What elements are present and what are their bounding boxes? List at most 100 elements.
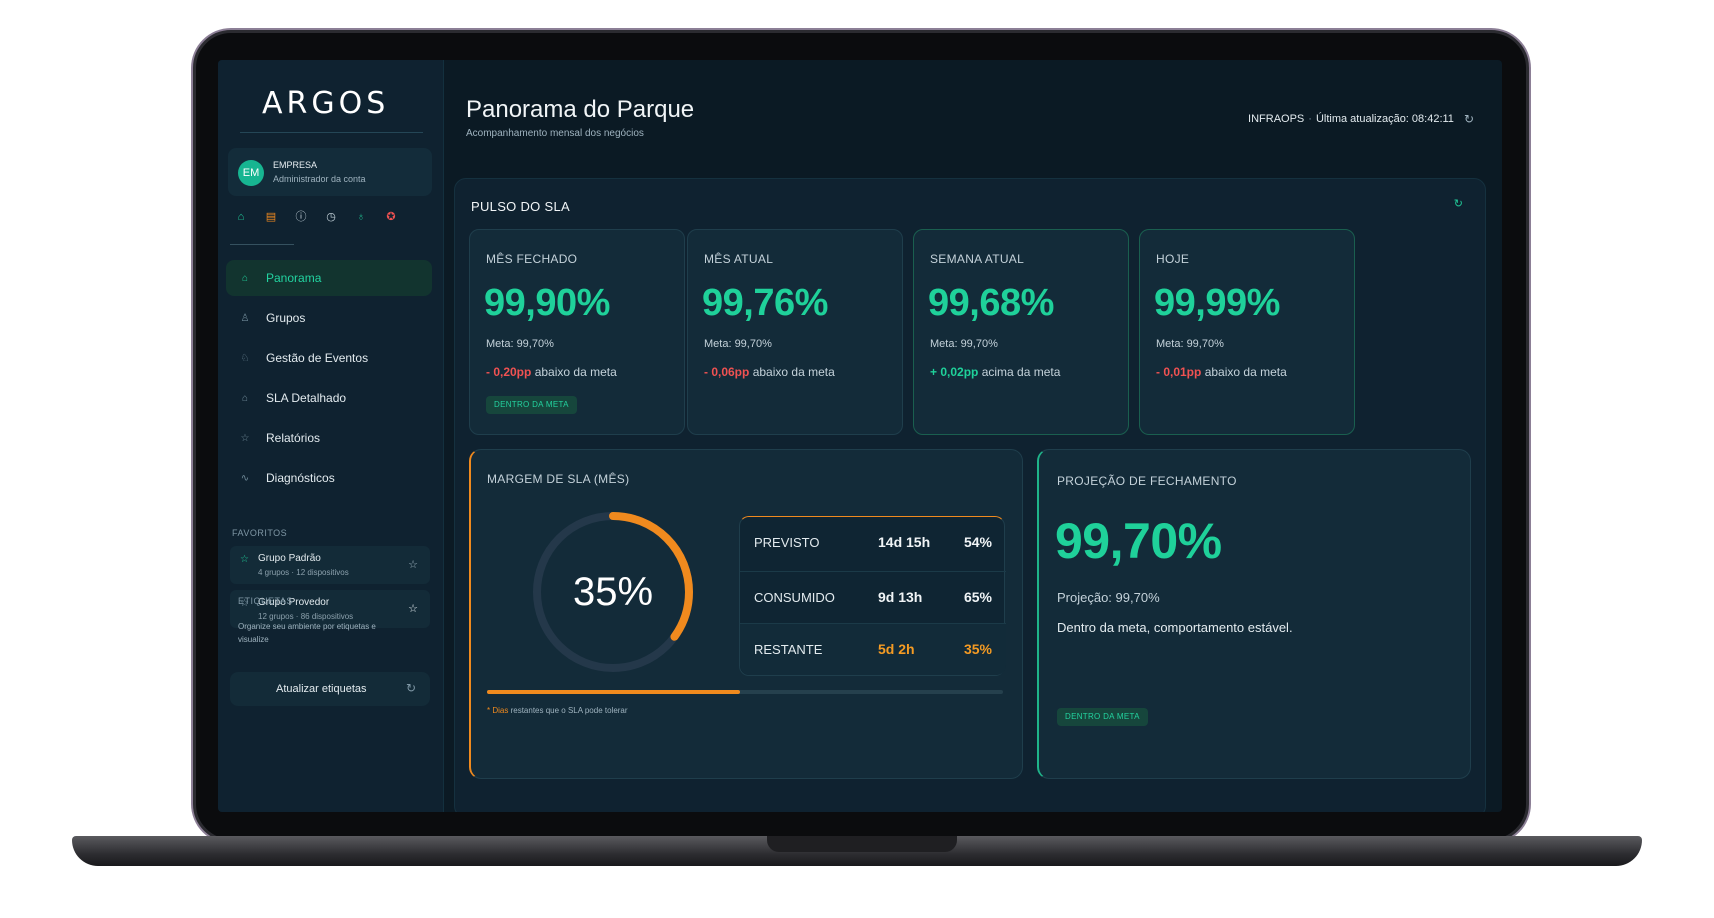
- row-key: RESTANTE: [754, 642, 823, 657]
- margin-progress-bar: [487, 690, 1003, 694]
- reports-icon: ☆: [240, 432, 250, 444]
- favorite-name: Grupo Provedor: [258, 597, 330, 608]
- kpi-diff-text: abaixo da meta: [534, 365, 617, 379]
- sidebar-item-label: Gestão de Eventos: [266, 351, 369, 365]
- donut-value: 35%: [572, 569, 654, 614]
- margin-row-consumido: CONSUMIDO 9d 13h 65%: [740, 571, 1006, 623]
- margin-breakdown: PREVISTO 14d 15h 54% CONSUMIDO 9d 13h 65…: [739, 516, 1006, 676]
- projection-value: 99,70%: [1055, 513, 1222, 569]
- sidebar-item-panorama[interactable]: ⌂ Panorama: [226, 260, 432, 296]
- kpi-diff: - 0,06pp abaixo da meta: [704, 365, 835, 379]
- bulb-icon[interactable]: ♁: [356, 211, 366, 223]
- sidebar-item-diagnosticos[interactable]: ∿ Diagnósticos: [226, 460, 432, 496]
- diagnostics-icon: ∿: [240, 472, 250, 484]
- kpi-value: 99,76%: [702, 282, 828, 324]
- sidebar-nav: ⌂ Panorama ♙ Grupos ♘ Gestão de Eventos …: [226, 260, 432, 500]
- team-label: INFRAOPS: [1248, 113, 1305, 125]
- page-title: Panorama do Parque: [466, 96, 695, 123]
- favorites-title: FAVORITOS: [232, 528, 288, 538]
- last-update: Última atualização: 08:42:11: [1315, 113, 1454, 125]
- footnote-mark: * Dias: [487, 706, 509, 715]
- progress-fill: [487, 690, 740, 694]
- footnote-text: restantes que o SLA pode tolerar: [510, 706, 628, 715]
- refresh-icon: ↻: [405, 681, 416, 695]
- kpi-diff-value: + 0,02pp: [930, 365, 979, 379]
- sidebar: ARGOS EM EMPRESA Administrador da conta …: [218, 60, 444, 812]
- kpi-diff: - 0,01pp abaixo da meta: [1156, 365, 1287, 379]
- star-toggle-icon[interactable]: ☆: [408, 603, 418, 615]
- status-badge: DENTRO DA META: [1057, 708, 1148, 726]
- account-card[interactable]: EM EMPRESA Administrador da conta: [228, 148, 432, 196]
- margin-row-previsto: PREVISTO 14d 15h 54%: [740, 517, 1006, 569]
- quick-divider: [230, 244, 294, 245]
- sidebar-item-label: Diagnósticos: [266, 471, 335, 485]
- home-icon: ⌂: [241, 272, 249, 284]
- donut-arc: [533, 512, 693, 672]
- star-icon: ☆: [240, 554, 249, 565]
- clock-icon[interactable]: ◷: [326, 211, 336, 223]
- kpi-diff: - 0,20pp abaixo da meta: [486, 365, 617, 379]
- quick-actions: ⌂ ▤ ⓘ ◷ ♁ ✪: [234, 210, 398, 224]
- row-pct: 35%: [963, 641, 992, 657]
- kpi-target: Meta: 99,70%: [486, 338, 554, 350]
- favorite-sub: 12 grupos · 86 dispositivos: [258, 612, 354, 621]
- kpi-diff: + 0,02pp acima da meta: [930, 365, 1060, 379]
- sync-icon[interactable]: ↻: [1453, 198, 1463, 210]
- kpi-diff-value: - 0,01pp: [1156, 365, 1202, 379]
- sidebar-item-relatorios[interactable]: ☆ Relatórios: [226, 420, 432, 456]
- kpi-value: 99,68%: [928, 282, 1054, 324]
- page-subtitle: Acompanhamento mensal dos negócios: [466, 128, 644, 139]
- app-logo: ARGOS: [262, 86, 390, 121]
- laptop-notch: [767, 836, 957, 852]
- footnote: * Dias restantes que o SLA pode tolerar: [487, 706, 628, 715]
- row-pct: 54%: [963, 534, 992, 550]
- panel-title: PULSO DO SLA: [471, 199, 570, 214]
- events-icon: ♘: [240, 352, 250, 364]
- kpi-label: SEMANA ATUAL: [930, 252, 1025, 266]
- kpi-card-month-closed: MÊS FECHADO 99,90% Meta: 99,70% - 0,20pp…: [469, 229, 685, 435]
- row-time: 9d 13h: [878, 589, 923, 605]
- sidebar-item-eventos[interactable]: ♘ Gestão de Eventos: [226, 340, 432, 376]
- star-icon: ☆: [240, 598, 249, 609]
- kpi-card-week-current: SEMANA ATUAL 99,68% Meta: 99,70% + 0,02p…: [913, 229, 1129, 435]
- sla-margin-card: MARGEM DE SLA (MÊS) 35% PREVISTO 14d 15h…: [469, 449, 1023, 779]
- favorite-item[interactable]: ☆ Grupo Padrão 4 grupos · 12 dispositivo…: [230, 546, 430, 584]
- kpi-value: 99,99%: [1154, 282, 1280, 324]
- sla-icon: ⌂: [241, 392, 249, 404]
- building-icon[interactable]: ▤: [265, 211, 277, 223]
- kpi-card-today: HOJE 99,99% Meta: 99,70% - 0,01pp abaixo…: [1139, 229, 1355, 435]
- kpi-card-month-current: MÊS ATUAL 99,76% Meta: 99,70% - 0,06pp a…: [687, 229, 903, 435]
- alert-icon[interactable]: ✪: [386, 211, 396, 223]
- logo-divider: [240, 132, 423, 133]
- refresh-icon[interactable]: ↻: [1463, 112, 1474, 126]
- kpi-label: MÊS FECHADO: [486, 252, 578, 266]
- kpi-diff-value: - 0,20pp: [486, 365, 532, 379]
- refresh-tags-button[interactable]: Atualizar etiquetas ↻: [230, 672, 430, 706]
- margin-donut: [533, 512, 693, 672]
- kpi-label: MÊS ATUAL: [704, 252, 774, 266]
- row-time: 14d 15h: [878, 534, 931, 550]
- row-key: PREVISTO: [754, 535, 820, 550]
- sidebar-item-label: Panorama: [266, 271, 322, 285]
- sidebar-item-grupos[interactable]: ♙ Grupos: [226, 300, 432, 336]
- kpi-diff-text: acima da meta: [981, 365, 1061, 379]
- home-icon[interactable]: ⌂: [237, 211, 245, 223]
- update-status: INFRAOPS · Última atualização: 08:42:11 …: [1248, 112, 1474, 126]
- info-icon[interactable]: ⓘ: [295, 211, 307, 223]
- kpi-diff-text: abaixo da meta: [1204, 365, 1287, 379]
- kpi-target: Meta: 99,70%: [1156, 338, 1224, 350]
- app-screen: ARGOS EM EMPRESA Administrador da conta …: [218, 60, 1502, 812]
- account-name: EMPRESA: [273, 160, 318, 170]
- star-toggle-icon[interactable]: ☆: [408, 559, 418, 571]
- row-time: 5d 2h: [878, 641, 915, 657]
- margin-row-restante: RESTANTE 5d 2h 35%: [740, 623, 1006, 675]
- avatar: EM: [238, 160, 264, 186]
- favorite-item[interactable]: ☆ Grupo Provedor 12 grupos · 86 disposit…: [230, 590, 430, 628]
- tags-description: Organize seu ambiente por etiquetas e vi…: [238, 622, 376, 644]
- projection-label: Projeção: 99,70%: [1057, 590, 1160, 605]
- card-title: MARGEM DE SLA (MÊS): [487, 472, 630, 486]
- sidebar-item-sla[interactable]: ⌂ SLA Detalhado: [226, 380, 432, 416]
- kpi-diff-text: abaixo da meta: [752, 365, 835, 379]
- status-badge: DENTRO DA META: [486, 396, 577, 414]
